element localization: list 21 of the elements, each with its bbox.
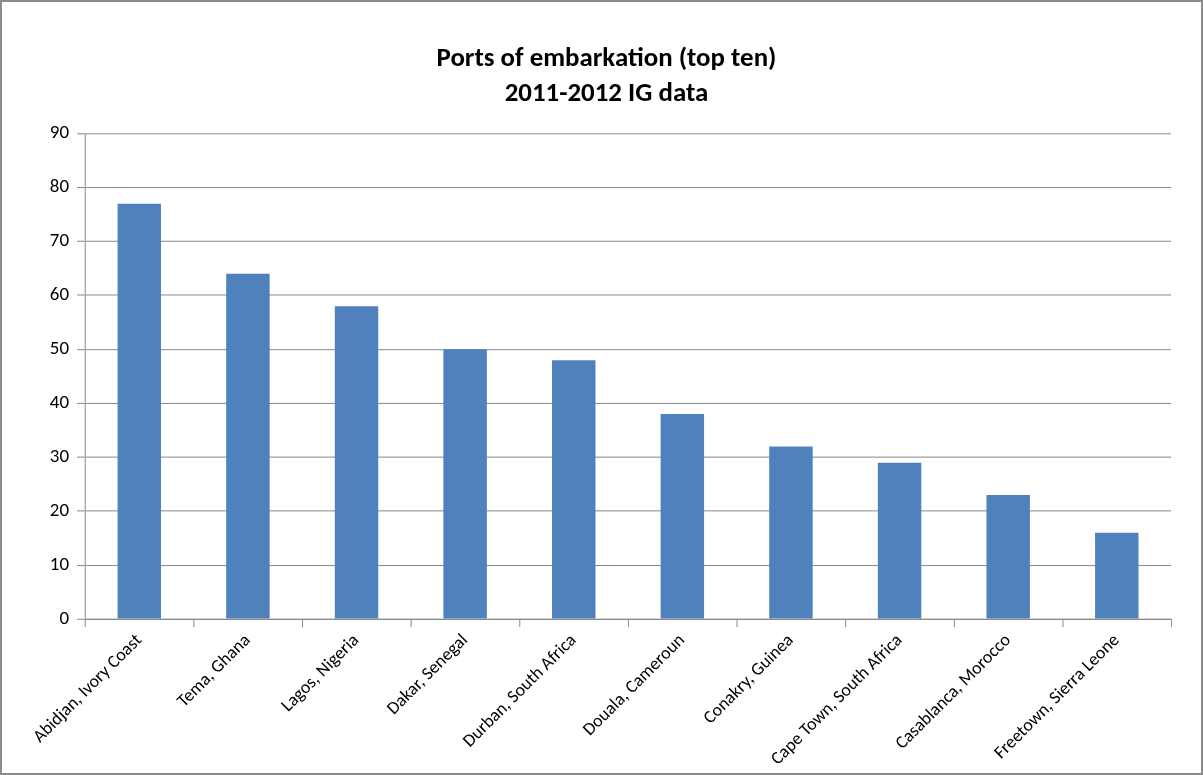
y-tick-label: 20 <box>49 497 70 521</box>
y-tick-label: 70 <box>49 228 70 252</box>
bar <box>660 414 705 619</box>
y-tick-label: 50 <box>49 336 70 360</box>
bar <box>986 495 1030 619</box>
y-tick-label: 10 <box>49 551 70 575</box>
bar <box>334 306 379 619</box>
bar <box>117 203 162 619</box>
bar <box>443 349 487 619</box>
y-tick-label: 0 <box>59 605 70 629</box>
bar <box>226 273 270 619</box>
chart-title: Ports of embarkation (top ten) 2011-2012 IG data <box>436 39 777 108</box>
y-tick-label: 60 <box>49 282 70 306</box>
y-tick-label: 30 <box>49 443 70 467</box>
bar <box>552 360 596 619</box>
y-tick-label: 90 <box>49 120 70 144</box>
bar <box>877 462 922 619</box>
bar <box>1095 532 1139 619</box>
bar <box>769 446 813 619</box>
y-tick-label: 40 <box>49 390 70 414</box>
y-tick-label: 80 <box>49 174 70 198</box>
